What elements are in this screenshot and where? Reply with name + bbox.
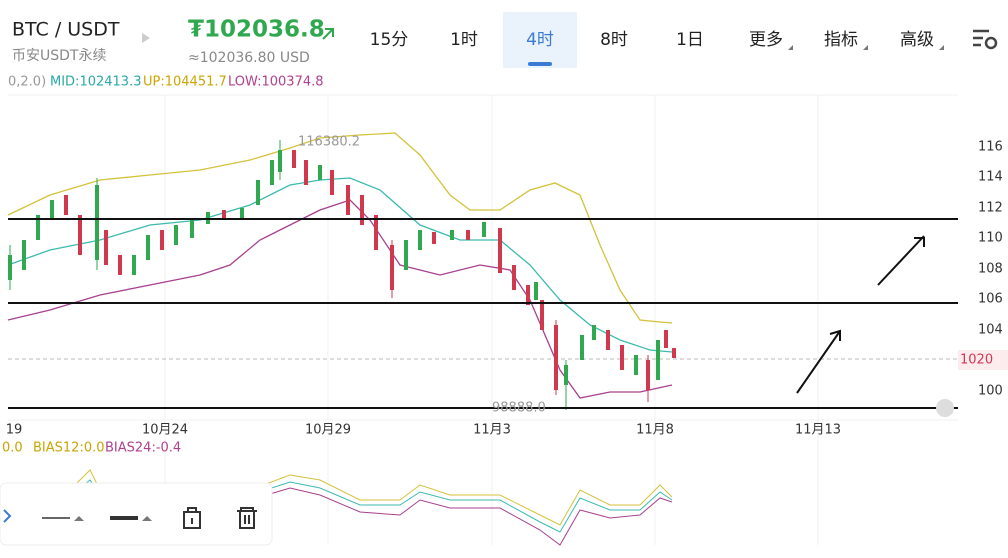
time-tick: 11月13: [795, 423, 841, 438]
tab[interactable]: 15分: [370, 30, 409, 50]
bias24: BIAS24:-0.4: [105, 441, 181, 456]
up-icon: [322, 28, 334, 40]
time-tick: 10月29: [305, 423, 351, 438]
boll-mid-line: [7, 177, 673, 353]
price-tick: 110: [978, 231, 1003, 246]
boll-up: UP:104451.7: [143, 75, 227, 90]
price: ₮102036.8: [188, 17, 325, 43]
boll-mid: MID:102413.3: [50, 75, 141, 90]
market: 币安USDT永续: [12, 47, 106, 64]
boll-upper-line: [7, 132, 673, 324]
dropdown-mark: [74, 516, 84, 521]
tab[interactable]: 指标: [824, 30, 858, 50]
grid: [8, 94, 958, 545]
delete-icon[interactable]: [237, 507, 257, 529]
price-tick: 104: [978, 323, 1003, 338]
price-tick: 108: [978, 262, 1003, 277]
tab[interactable]: 更多: [749, 30, 783, 50]
tab[interactable]: 1日: [676, 30, 704, 50]
dropdown-marks: [788, 45, 944, 50]
boll-low: LOW:100374.8: [228, 75, 324, 90]
time-tick: 19: [6, 423, 23, 438]
scroll-button[interactable]: [936, 399, 954, 417]
bias6: 0.0: [2, 441, 23, 456]
tab[interactable]: 高级: [900, 30, 934, 50]
tab[interactable]: 4时: [526, 30, 554, 50]
pair[interactable]: BTC / USDT: [12, 19, 120, 41]
boll-params: 0,2.0): [8, 75, 46, 90]
arrows: [796, 235, 925, 394]
dropdown-mark: [142, 516, 152, 521]
pair-arrow[interactable]: [142, 33, 150, 43]
low-label: 98888.0: [492, 401, 546, 416]
high-label: 116380.2: [298, 135, 360, 150]
candles: [8, 140, 676, 410]
price-tick: 112: [978, 201, 1003, 216]
time-tick: 11月8: [636, 423, 674, 438]
bias12: BIAS12:0.0: [33, 441, 105, 456]
drawn-lines: [8, 218, 958, 409]
price-tick: 116: [978, 140, 1003, 155]
tab-indicator: [528, 62, 552, 66]
settings-icon[interactable]: [973, 29, 998, 50]
toolbar-toggle[interactable]: [3, 509, 12, 523]
current-price: 1020: [960, 353, 993, 368]
lock-icon[interactable]: [183, 507, 201, 529]
tab-selected-bg: [503, 12, 577, 68]
price-tick: 106: [978, 292, 1003, 307]
price-tick: 114: [978, 170, 1003, 185]
tab[interactable]: 1时: [450, 30, 478, 50]
time-tick: 10月24: [142, 423, 188, 438]
price-usd: ≈102036.80 USD: [188, 50, 310, 66]
tab[interactable]: 8时: [600, 30, 628, 50]
time-tick: 11月3: [473, 423, 511, 438]
current-price-tag: [958, 350, 1008, 370]
toolbar: [0, 482, 273, 546]
price-tick: 100: [978, 384, 1003, 399]
